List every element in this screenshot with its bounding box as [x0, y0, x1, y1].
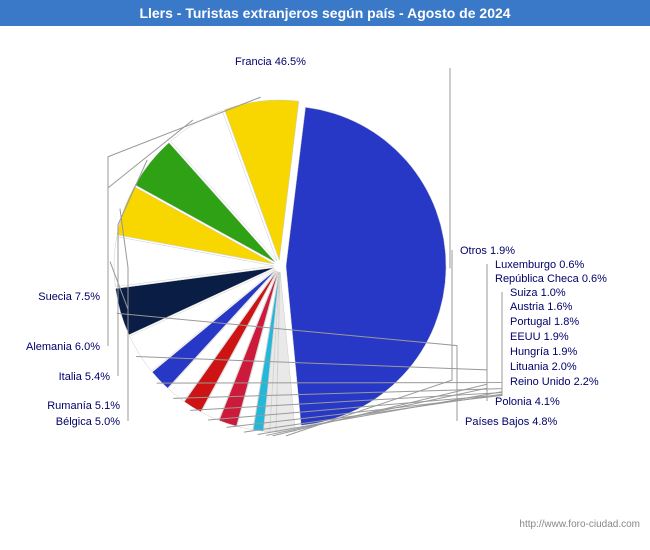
slice-label: Francia 46.5%	[235, 56, 306, 68]
slice-label: Alemania 6.0%	[26, 341, 100, 353]
slice-label: Portugal 1.8%	[510, 316, 579, 328]
chart-title: Llers - Turistas extranjeros según país …	[0, 0, 650, 26]
slice-label: Luxemburgo 0.6%	[495, 259, 584, 271]
pie-slice	[286, 107, 446, 425]
slice-label: Lituania 2.0%	[510, 361, 577, 373]
slice-label: Polonia 4.1%	[495, 396, 560, 408]
slice-label: Otros 1.9%	[460, 245, 515, 257]
slice-label: Reino Unido 2.2%	[510, 376, 599, 388]
slice-label: Rumanía 5.1%	[47, 400, 120, 412]
slice-label: Hungría 1.9%	[510, 346, 577, 358]
source-url: http://www.foro-ciudad.com	[519, 519, 640, 530]
slice-label: Suiza 1.0%	[510, 287, 566, 299]
slice-label: Bélgica 5.0%	[56, 416, 120, 428]
slice-label: Suecia 7.5%	[38, 291, 100, 303]
slice-label: República Checa 0.6%	[495, 273, 607, 285]
slice-label: Italia 5.4%	[59, 371, 110, 383]
slice-label: Países Bajos 4.8%	[465, 416, 557, 428]
slice-label: EEUU 1.9%	[510, 331, 569, 343]
slice-label: Austria 1.6%	[510, 301, 572, 313]
